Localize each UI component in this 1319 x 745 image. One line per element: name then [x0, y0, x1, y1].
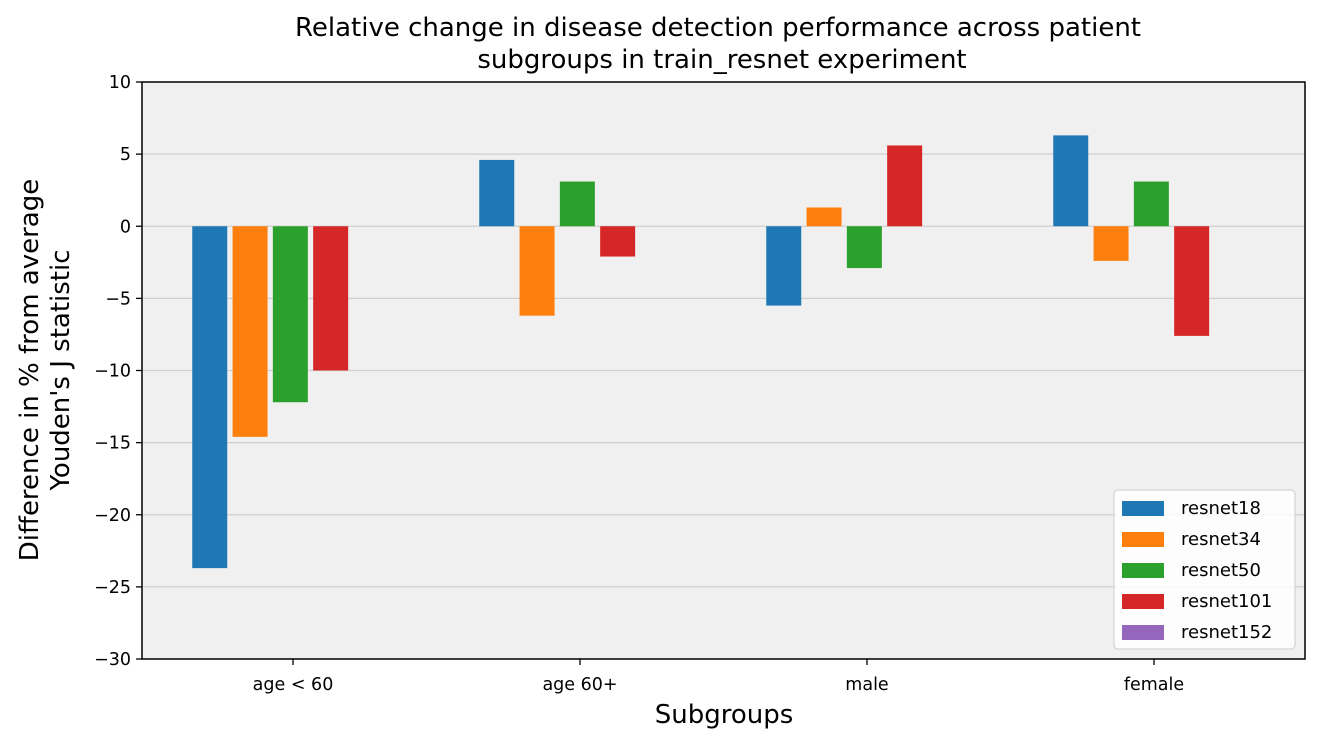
bar-resnet101: [600, 226, 636, 257]
chart-title-line1: Relative change in disease detection per…: [295, 13, 1141, 43]
bar-resnet101: [313, 226, 349, 371]
legend-label-resnet50: resnet50: [1181, 560, 1261, 581]
bar-resnet34: [1093, 226, 1129, 261]
y-tick-label: 5: [120, 145, 131, 165]
x-tick-label: age < 60: [253, 675, 334, 695]
legend-swatch-resnet34: [1122, 532, 1164, 547]
y-axis-label-line2: Youden's J statistic: [46, 249, 76, 491]
bar-resnet101: [1174, 226, 1210, 336]
y-tick-label: −15: [94, 434, 131, 454]
legend-box: [1113, 489, 1296, 650]
y-tick-label: −20: [94, 506, 131, 526]
legend-swatch-resnet152: [1122, 625, 1164, 640]
bar-resnet34: [519, 226, 555, 316]
legend-swatch-resnet50: [1122, 563, 1164, 578]
x-axis-ticks: age < 60 age 60+ male female: [253, 659, 1184, 695]
x-tick-label: age 60+: [542, 675, 617, 695]
bar-resnet50: [272, 226, 308, 403]
legend-label-resnet18: resnet18: [1181, 498, 1261, 519]
y-tick-label: −10: [94, 362, 131, 382]
bar-resnet50: [559, 181, 595, 227]
x-tick-label: female: [1124, 675, 1184, 695]
legend-swatch-resnet101: [1122, 594, 1164, 609]
x-axis-label: Subgroups: [655, 700, 794, 730]
legend-label-resnet152: resnet152: [1181, 622, 1272, 643]
legend: resnet18 resnet34 resnet50 resnet101 resnet1…: [1113, 489, 1296, 650]
bars-layer: [192, 135, 1210, 569]
y-tick-label: −30: [94, 650, 131, 670]
y-tick-label: 10: [109, 73, 131, 93]
bar-resnet18: [479, 159, 515, 227]
bar-resnet34: [806, 207, 842, 227]
y-axis-ticks: 10 5 0 −5 −10 −15 −20 −25 −30: [94, 73, 142, 670]
y-tick-label: 0: [120, 217, 131, 237]
bar-resnet18: [1053, 135, 1089, 227]
bar-resnet18: [192, 226, 228, 569]
bar-resnet18: [766, 226, 802, 306]
bar-resnet50: [846, 226, 882, 269]
x-tick-label: male: [845, 675, 888, 695]
y-tick-label: −25: [94, 578, 131, 598]
bar-resnet50: [1133, 181, 1169, 227]
bar-resnet34: [232, 226, 268, 437]
legend-label-resnet101: resnet101: [1181, 591, 1272, 612]
chart-title-line2: subgroups in train_resnet experiment: [477, 45, 966, 75]
y-tick-label: −5: [105, 289, 131, 309]
bar-resnet101: [887, 145, 923, 227]
legend-label-resnet34: resnet34: [1181, 529, 1261, 550]
legend-swatch-resnet18: [1122, 501, 1164, 516]
y-axis-label-line1: Difference in % from average: [15, 179, 45, 561]
